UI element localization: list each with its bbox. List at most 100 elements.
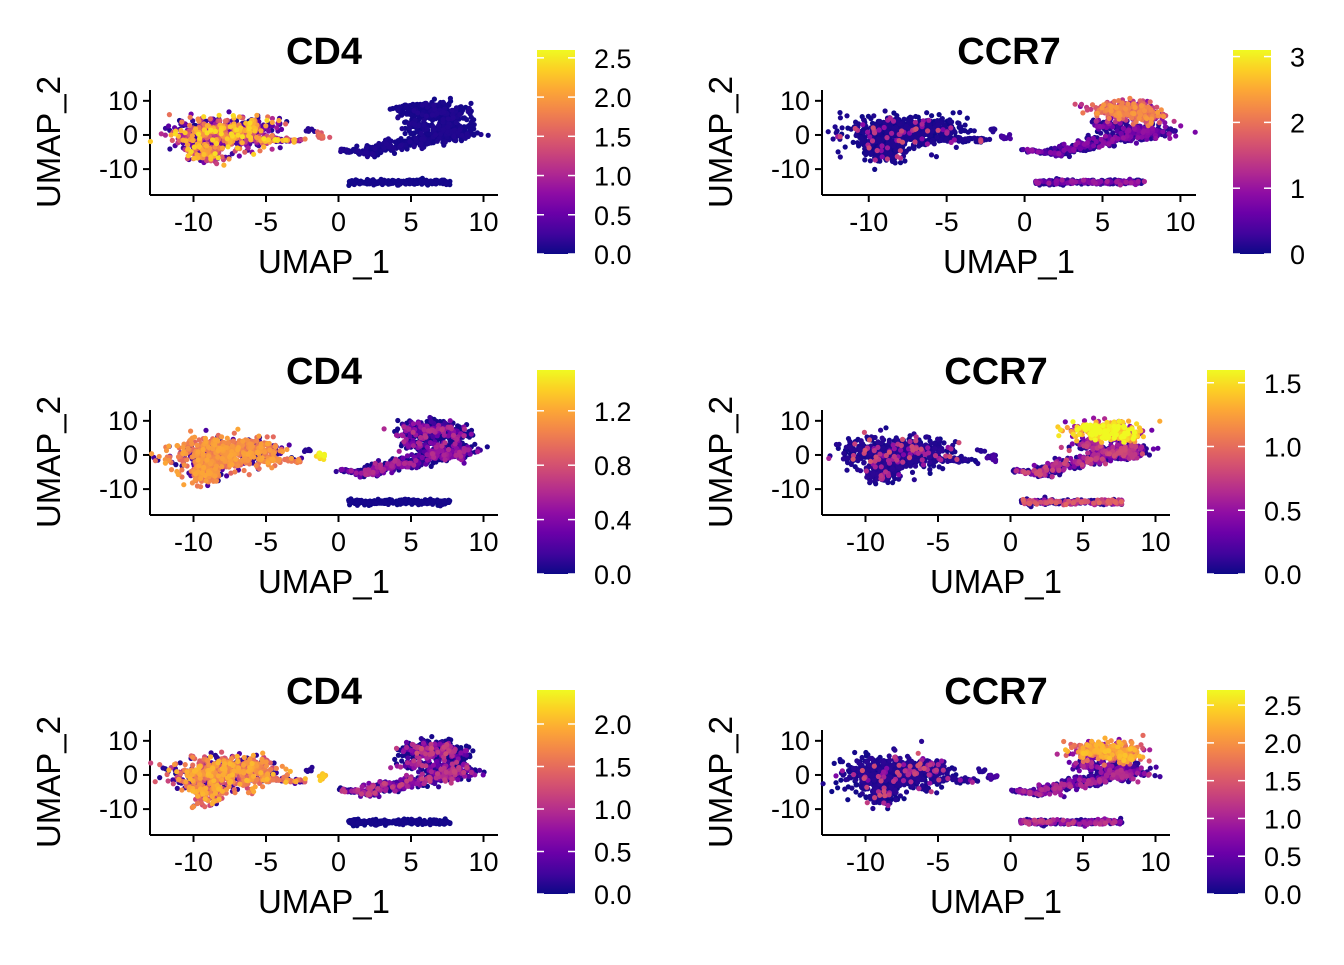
data-point — [231, 113, 236, 118]
data-point — [189, 149, 194, 154]
data-point — [192, 156, 197, 161]
data-point — [1137, 116, 1142, 121]
data-point — [391, 146, 396, 151]
data-point — [1118, 182, 1123, 187]
data-point — [913, 120, 918, 125]
colorbar-tick-label: 1.0 — [594, 162, 632, 192]
data-point — [451, 134, 456, 139]
data-point — [419, 136, 424, 141]
data-point — [871, 125, 876, 130]
data-point — [882, 125, 887, 130]
data-point — [192, 145, 197, 150]
data-point — [1136, 179, 1141, 184]
data-point — [435, 139, 440, 144]
data-point — [225, 144, 230, 149]
x-tick-label: -10 — [174, 207, 213, 237]
x-tick-label: 0 — [331, 527, 346, 557]
data-point — [924, 110, 929, 115]
data-point — [965, 116, 970, 121]
data-point — [457, 127, 462, 132]
data-point — [448, 96, 453, 101]
data-point — [966, 130, 971, 135]
data-point — [283, 138, 288, 143]
data-point — [214, 141, 219, 146]
y-tick-label: -10 — [99, 474, 138, 504]
data-point — [426, 500, 431, 505]
data-point — [1080, 110, 1085, 115]
data-point — [838, 154, 843, 159]
data-point — [838, 115, 843, 120]
data-point — [348, 500, 353, 505]
data-point — [254, 135, 259, 140]
data-point — [1078, 146, 1083, 151]
x-tick-label: 5 — [1095, 207, 1110, 237]
data-point — [1173, 133, 1178, 138]
data-point — [1110, 137, 1115, 142]
data-point — [355, 500, 360, 505]
data-point — [376, 141, 381, 146]
data-point — [446, 116, 451, 121]
data-point — [407, 139, 412, 144]
data-point — [917, 132, 922, 137]
data-point — [1171, 129, 1176, 134]
data-point — [902, 158, 907, 163]
data-point — [877, 119, 882, 124]
data-point — [466, 109, 471, 114]
data-point — [252, 128, 257, 133]
data-point — [384, 141, 389, 146]
data-point — [240, 134, 245, 139]
data-point — [854, 133, 859, 138]
data-point — [217, 118, 222, 123]
data-point — [412, 122, 417, 127]
data-point — [944, 138, 949, 143]
data-point — [1036, 149, 1041, 154]
data-point — [320, 134, 325, 139]
x-axis-title: UMAP_1 — [258, 563, 390, 600]
data-point — [929, 152, 934, 157]
data-point — [408, 180, 413, 185]
data-point — [219, 131, 224, 136]
data-point — [441, 100, 446, 105]
data-point — [859, 137, 864, 142]
x-tick-label: -5 — [935, 207, 959, 237]
data-point — [1060, 177, 1065, 182]
data-point — [410, 131, 415, 136]
data-point — [840, 125, 845, 130]
data-point — [278, 145, 283, 150]
colorbar-tick-label: 2.5 — [594, 44, 632, 74]
scatter-points — [826, 96, 1198, 188]
y-tick-label: 0 — [795, 120, 810, 150]
data-point — [898, 148, 903, 153]
data-point — [1133, 105, 1138, 110]
data-point — [422, 118, 427, 123]
data-point — [872, 167, 877, 172]
data-point — [978, 139, 983, 144]
x-axis-title: UMAP_1 — [943, 243, 1075, 280]
data-point — [167, 112, 172, 117]
data-point — [1124, 111, 1129, 116]
data-point — [1095, 111, 1100, 116]
data-point — [220, 145, 225, 150]
data-point — [371, 182, 376, 187]
x-tick-label: -10 — [849, 207, 888, 237]
data-point — [398, 143, 403, 148]
data-point — [826, 129, 831, 134]
data-point — [309, 127, 314, 132]
data-point — [254, 113, 259, 118]
data-point — [364, 150, 369, 155]
data-point — [870, 138, 875, 143]
x-tick-label: -5 — [254, 207, 278, 237]
data-point — [1097, 145, 1102, 150]
data-point — [187, 123, 192, 128]
x-tick-label: 10 — [468, 207, 498, 237]
data-point — [855, 140, 860, 145]
data-point — [444, 181, 449, 186]
data-point — [1000, 135, 1005, 140]
data-point — [1155, 110, 1160, 115]
data-point — [352, 182, 357, 187]
data-point — [388, 107, 393, 112]
data-point — [403, 181, 408, 186]
data-point — [379, 179, 384, 184]
data-point — [957, 110, 962, 115]
